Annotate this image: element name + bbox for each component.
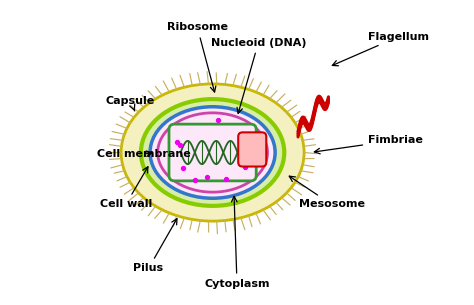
Text: Cell wall: Cell wall <box>100 167 152 209</box>
Text: Mesosome: Mesosome <box>289 176 365 209</box>
Text: Cell membrane: Cell membrane <box>97 149 191 159</box>
Text: Cytoplasm: Cytoplasm <box>204 196 270 289</box>
FancyBboxPatch shape <box>169 124 256 181</box>
Text: Pilus: Pilus <box>134 219 177 273</box>
Ellipse shape <box>158 113 267 192</box>
Ellipse shape <box>164 117 261 188</box>
Text: Nucleoid (DNA): Nucleoid (DNA) <box>210 38 306 113</box>
Text: Fimbriae: Fimbriae <box>314 135 423 154</box>
Text: Capsule: Capsule <box>106 96 155 111</box>
Ellipse shape <box>141 99 284 206</box>
Ellipse shape <box>150 107 275 198</box>
Text: Flagellum: Flagellum <box>332 32 429 66</box>
Ellipse shape <box>121 84 304 221</box>
FancyBboxPatch shape <box>238 132 266 167</box>
Text: Ribosome: Ribosome <box>167 23 228 92</box>
